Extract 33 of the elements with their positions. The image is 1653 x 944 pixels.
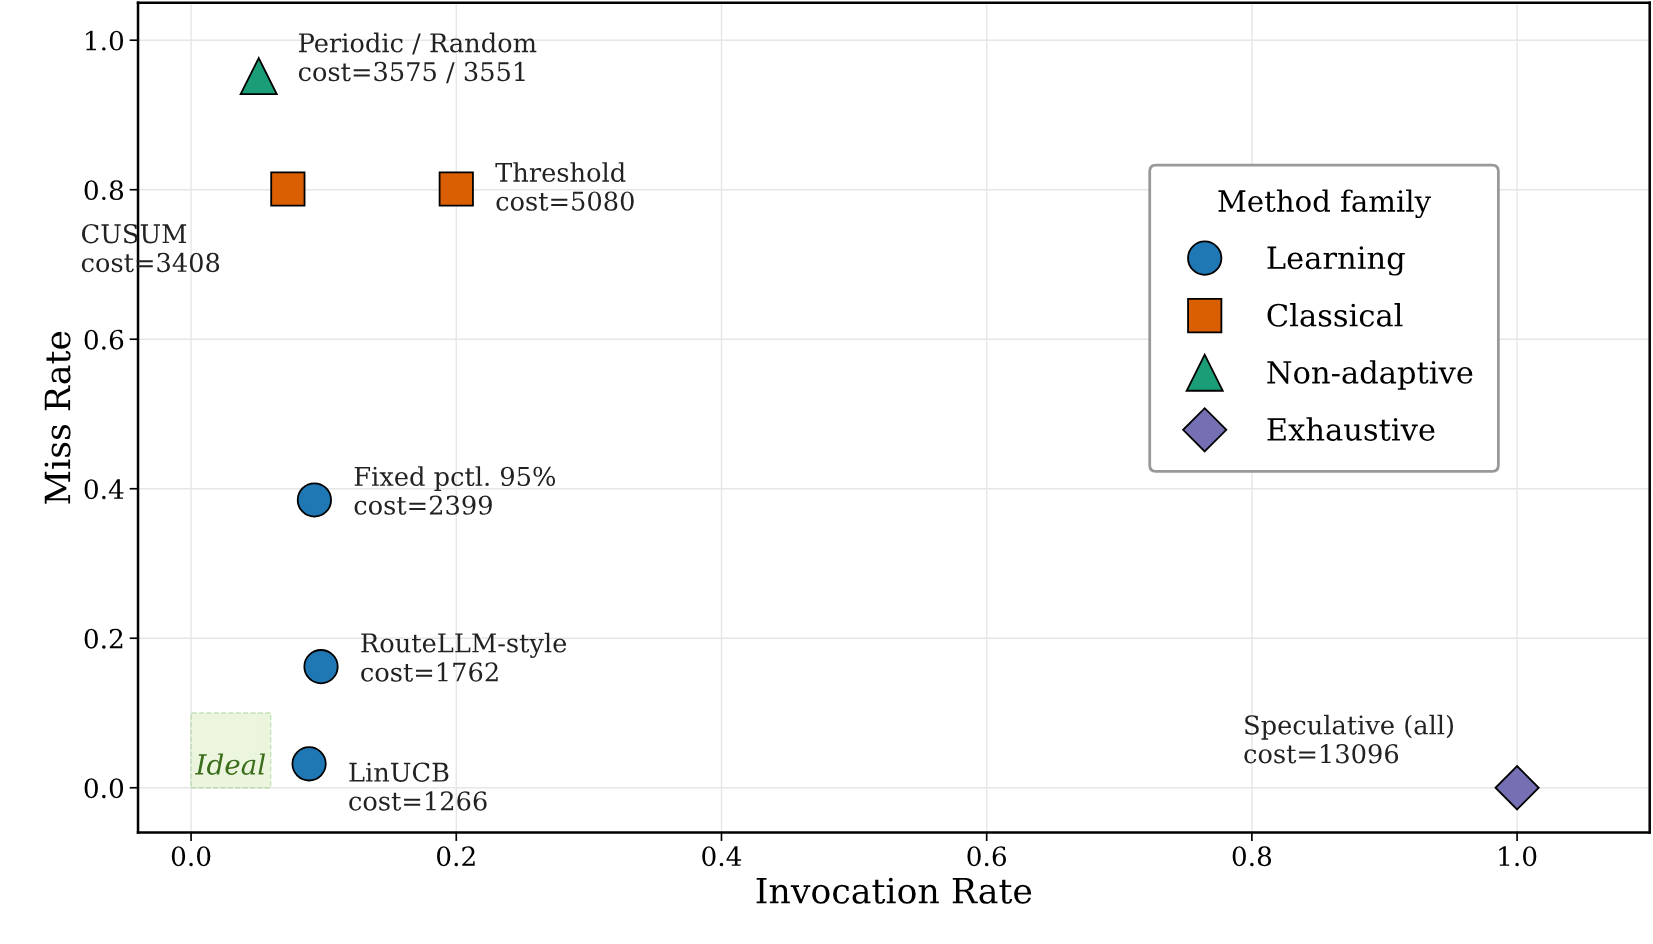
point	[291, 746, 327, 782]
annotation: Fixed pctl. 95% cost=2399	[354, 466, 556, 515]
x-tick-label: 0.2	[437, 846, 475, 867]
x-tick-label: 1.0	[1499, 846, 1537, 867]
annotation: Periodic / Random cost=3575 / 3551	[298, 32, 537, 84]
y-tick-label: 1.0	[86, 30, 124, 51]
annotation: RouteLLM-style cost=1762	[361, 632, 567, 682]
x-tick-label: 0.6	[967, 846, 1006, 867]
legend-label: Classical	[1267, 303, 1403, 327]
legend-label: Non-adaptive	[1267, 360, 1473, 390]
point	[438, 171, 474, 207]
y-tick-label: 0.0	[84, 778, 124, 799]
y-tick-label: 0.2	[84, 628, 123, 649]
legend-label: Learning	[1267, 246, 1405, 276]
annotation: LinUCB cost=1266	[349, 762, 487, 811]
legend-label: Exhaustive	[1267, 417, 1435, 441]
annotation: Ideal	[195, 753, 266, 775]
point	[1494, 765, 1540, 811]
y-tick-label: 0.6	[84, 329, 124, 350]
point	[270, 171, 306, 207]
legend-title: Method family	[1218, 189, 1431, 219]
point	[303, 649, 339, 685]
x-tick-label: 0.8	[1232, 846, 1272, 867]
point	[239, 57, 278, 96]
y-axis-title: Miss Rate	[44, 331, 71, 504]
y-tick-label: 0.8	[84, 180, 124, 201]
point	[296, 482, 332, 518]
x-axis-title: Invocation Rate	[756, 877, 1032, 904]
x-tick-label: 0.0	[171, 846, 211, 867]
y-tick-label: 0.4	[84, 479, 124, 500]
annotation: Speculative (all) cost=13096	[1244, 714, 1453, 764]
x-tick-label: 0.4	[702, 846, 742, 867]
annotation: Threshold cost=5080	[495, 162, 634, 211]
